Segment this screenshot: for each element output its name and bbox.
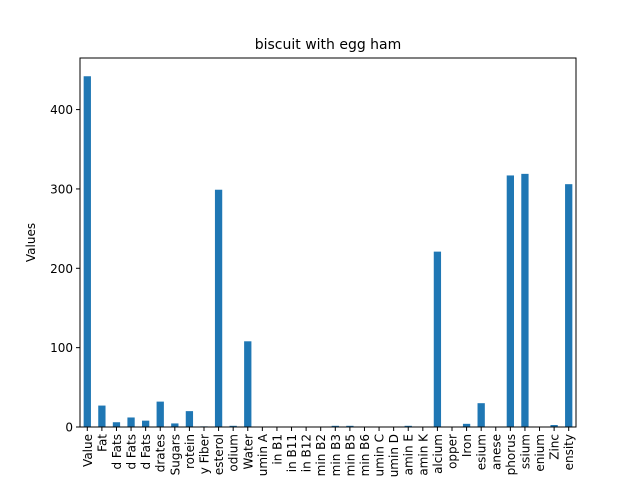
- bar-18: [346, 425, 354, 427]
- x-tick-label: anese: [489, 434, 503, 470]
- x-tick-label: min B6: [358, 434, 372, 476]
- bar-6: [171, 423, 179, 427]
- bar-7: [185, 411, 194, 427]
- y-tick-label: 0: [65, 421, 73, 435]
- bar-27: [477, 403, 485, 427]
- bar-26: [462, 423, 471, 427]
- bar-33: [565, 184, 573, 427]
- x-tick-label: in B12: [300, 434, 314, 472]
- bar-29: [506, 175, 514, 427]
- x-tick-label: Water: [241, 434, 255, 470]
- bar-3: [127, 417, 135, 427]
- x-tick-label: odium: [227, 434, 241, 472]
- x-tick-label: rotein: [183, 434, 197, 469]
- bar-17: [331, 425, 339, 427]
- bar-22: [404, 425, 412, 427]
- y-tick-label: 400: [50, 103, 73, 117]
- x-tick-label: Iron: [460, 434, 474, 457]
- x-tick-label: umin D: [387, 434, 401, 477]
- x-tick-label: y Fiber: [198, 434, 212, 474]
- x-tick-label: umin A: [256, 433, 270, 476]
- x-tick-label: d Fats: [110, 434, 124, 470]
- x-tick-label: min B5: [343, 434, 357, 476]
- y-tick-label: 300: [50, 182, 73, 196]
- x-tick-label: phorus: [504, 434, 518, 475]
- bar-5: [156, 401, 164, 427]
- x-axis: Value Fat d Fats d Fats d Fats drates Sugars ro…: [81, 427, 576, 477]
- x-tick-label: enium: [533, 434, 547, 472]
- y-tick-label: 200: [50, 262, 73, 276]
- y-axis: 0 100 200 300 400: [50, 103, 80, 435]
- bar-32: [550, 425, 558, 427]
- x-tick-label: Value: [81, 434, 95, 467]
- plot-frame: [79, 57, 577, 428]
- x-tick-label: Zinc: [548, 434, 562, 460]
- x-tick-label: d Fats: [139, 434, 153, 470]
- x-tick-label: ssium: [518, 434, 532, 469]
- x-tick-label: min B2: [314, 434, 328, 476]
- bar-11: [244, 341, 252, 427]
- bar-4: [142, 420, 150, 427]
- bar-9: [214, 189, 223, 427]
- x-tick-label: ensity: [562, 434, 576, 470]
- bar-1: [98, 405, 106, 427]
- x-tick-label: in B1: [270, 434, 284, 465]
- bar-series: [83, 76, 573, 427]
- x-tick-label: amin K: [416, 433, 430, 476]
- x-tick-label: d Fats: [125, 434, 139, 470]
- y-axis-label: Values: [24, 223, 38, 262]
- x-tick-label: esium: [475, 434, 489, 470]
- chart-title: biscuit with egg ham: [255, 37, 402, 53]
- x-tick-label: in B11: [285, 434, 299, 472]
- bar-0: [83, 76, 91, 427]
- x-tick-label: min B3: [329, 434, 343, 476]
- x-tick-label: Fat: [95, 434, 109, 452]
- x-tick-label: opper: [446, 434, 460, 469]
- y-tick-label: 100: [50, 341, 73, 355]
- x-tick-label: alcium: [431, 434, 445, 474]
- bar-30: [521, 173, 529, 427]
- bar-10: [229, 425, 237, 427]
- x-tick-label: amin E: [402, 434, 416, 475]
- x-tick-label: Sugars: [168, 434, 182, 475]
- bar-24: [433, 251, 442, 427]
- bar-2: [112, 422, 121, 427]
- x-tick-label: esterol: [212, 434, 226, 475]
- x-tick-label: umin C: [373, 434, 387, 476]
- x-tick-label: drates: [154, 434, 168, 472]
